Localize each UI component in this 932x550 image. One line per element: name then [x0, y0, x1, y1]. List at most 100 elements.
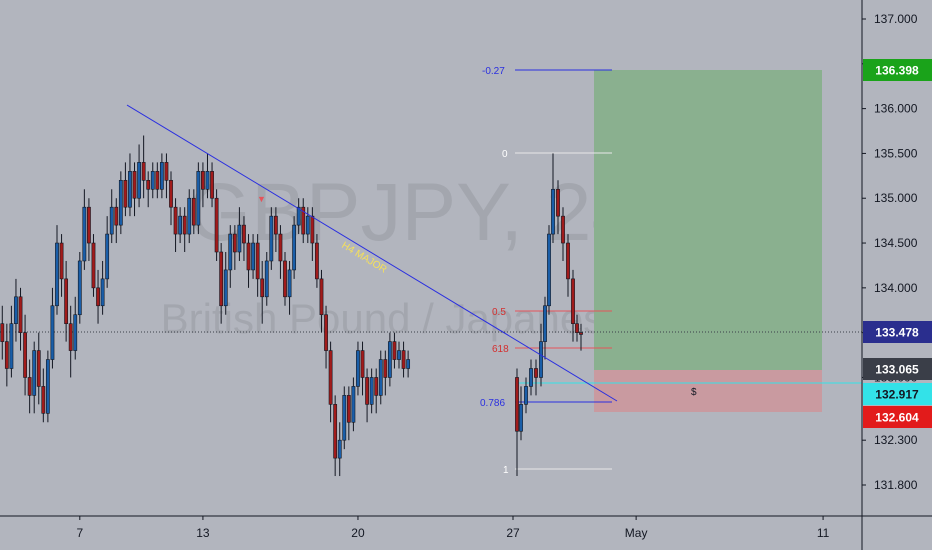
candle — [114, 198, 119, 244]
candle-body — [228, 233, 233, 271]
candle — [73, 296, 78, 360]
candle-body — [118, 180, 123, 226]
candle — [556, 180, 560, 235]
candle-body — [260, 278, 265, 298]
candle-body — [68, 323, 73, 351]
candle — [337, 422, 342, 477]
candle — [223, 252, 228, 315]
candle-body — [109, 206, 114, 235]
candle-body — [27, 377, 32, 396]
candle-body — [547, 233, 551, 307]
candle-body — [155, 171, 160, 190]
y-tick-label: 134.500 — [874, 236, 918, 250]
profit-zone[interactable] — [594, 70, 822, 370]
trendline[interactable] — [126, 104, 618, 402]
candle-body — [346, 395, 351, 423]
x-tick-label: 27 — [506, 526, 520, 540]
candle — [232, 225, 237, 270]
candle — [360, 341, 365, 396]
x-axis[interactable]: 7132027May1118 — [76, 516, 932, 540]
candle — [566, 234, 570, 297]
x-tick-label: May — [625, 526, 648, 540]
candle — [543, 296, 547, 360]
candle — [68, 305, 73, 378]
candle — [237, 207, 242, 261]
candle — [41, 368, 46, 423]
candle — [123, 162, 128, 217]
candle-body — [45, 359, 50, 414]
candle — [315, 234, 319, 288]
candle-body — [328, 350, 333, 405]
candle-body — [351, 386, 356, 423]
candle — [137, 144, 141, 208]
candle-body — [524, 386, 528, 405]
candle-body — [123, 180, 128, 208]
price-tag: 132.917 — [863, 383, 932, 405]
candle — [182, 207, 187, 252]
x-tick-label: 13 — [196, 526, 210, 540]
price-tag-bg — [863, 406, 932, 428]
fib-retracement[interactable]: -0.27 0 0.5 618 0.786 1 — [480, 66, 612, 476]
price-tag-bg — [863, 358, 932, 380]
candle-body — [214, 197, 219, 253]
candle-body — [324, 314, 328, 351]
candle — [319, 269, 324, 333]
candle-body — [41, 386, 46, 414]
candle-body — [87, 206, 91, 244]
candle — [82, 189, 87, 270]
candle-body — [397, 350, 401, 360]
candle — [187, 189, 192, 244]
candle — [146, 171, 151, 208]
candle — [397, 341, 401, 369]
candle — [310, 207, 315, 261]
candle-body — [566, 242, 570, 280]
candle — [383, 350, 388, 396]
candle — [91, 234, 96, 297]
candle-body — [100, 278, 105, 307]
candle-body — [246, 242, 251, 271]
candle-body — [515, 377, 519, 432]
y-tick-label: 137.000 — [874, 12, 918, 26]
candle-body — [132, 171, 137, 199]
candle — [205, 153, 210, 199]
candle — [164, 153, 169, 199]
candle-body — [9, 323, 14, 369]
candle-body — [287, 269, 292, 298]
candle-body — [571, 278, 575, 324]
candle — [14, 278, 18, 342]
candle-body — [519, 404, 523, 432]
candle-body — [383, 359, 388, 378]
candle — [4, 323, 9, 387]
loss-zone[interactable] — [594, 370, 822, 412]
y-tick-label: 132.300 — [874, 433, 918, 447]
candle-body — [205, 171, 210, 190]
price-tag-label: 133.478 — [875, 326, 919, 340]
candle-body — [365, 377, 369, 405]
price-tag-label: 132.917 — [875, 388, 919, 402]
price-tag-bg — [863, 321, 932, 343]
candle-body — [543, 305, 547, 342]
candle — [201, 162, 205, 208]
candle-body — [278, 233, 283, 262]
candle — [346, 386, 351, 441]
candle — [105, 216, 110, 288]
candle — [132, 162, 137, 217]
candle — [356, 341, 360, 396]
candle — [351, 377, 356, 432]
price-tag-label: 136.398 — [875, 64, 919, 78]
candle-body — [319, 278, 324, 316]
candle — [301, 198, 306, 244]
candle-body — [114, 206, 119, 226]
candle-body — [273, 215, 278, 235]
candle-body — [82, 206, 87, 262]
candle — [260, 260, 265, 324]
candle-body — [369, 377, 374, 405]
candle — [173, 198, 178, 252]
fib-label-minus027: -0.27 — [482, 66, 505, 77]
candle — [534, 359, 538, 396]
y-tick-label: 134.000 — [874, 281, 918, 295]
price-tags: 136.398 133.478 133.065 132.917 132.604 — [863, 59, 932, 428]
candle — [155, 162, 160, 199]
candle — [296, 198, 301, 235]
